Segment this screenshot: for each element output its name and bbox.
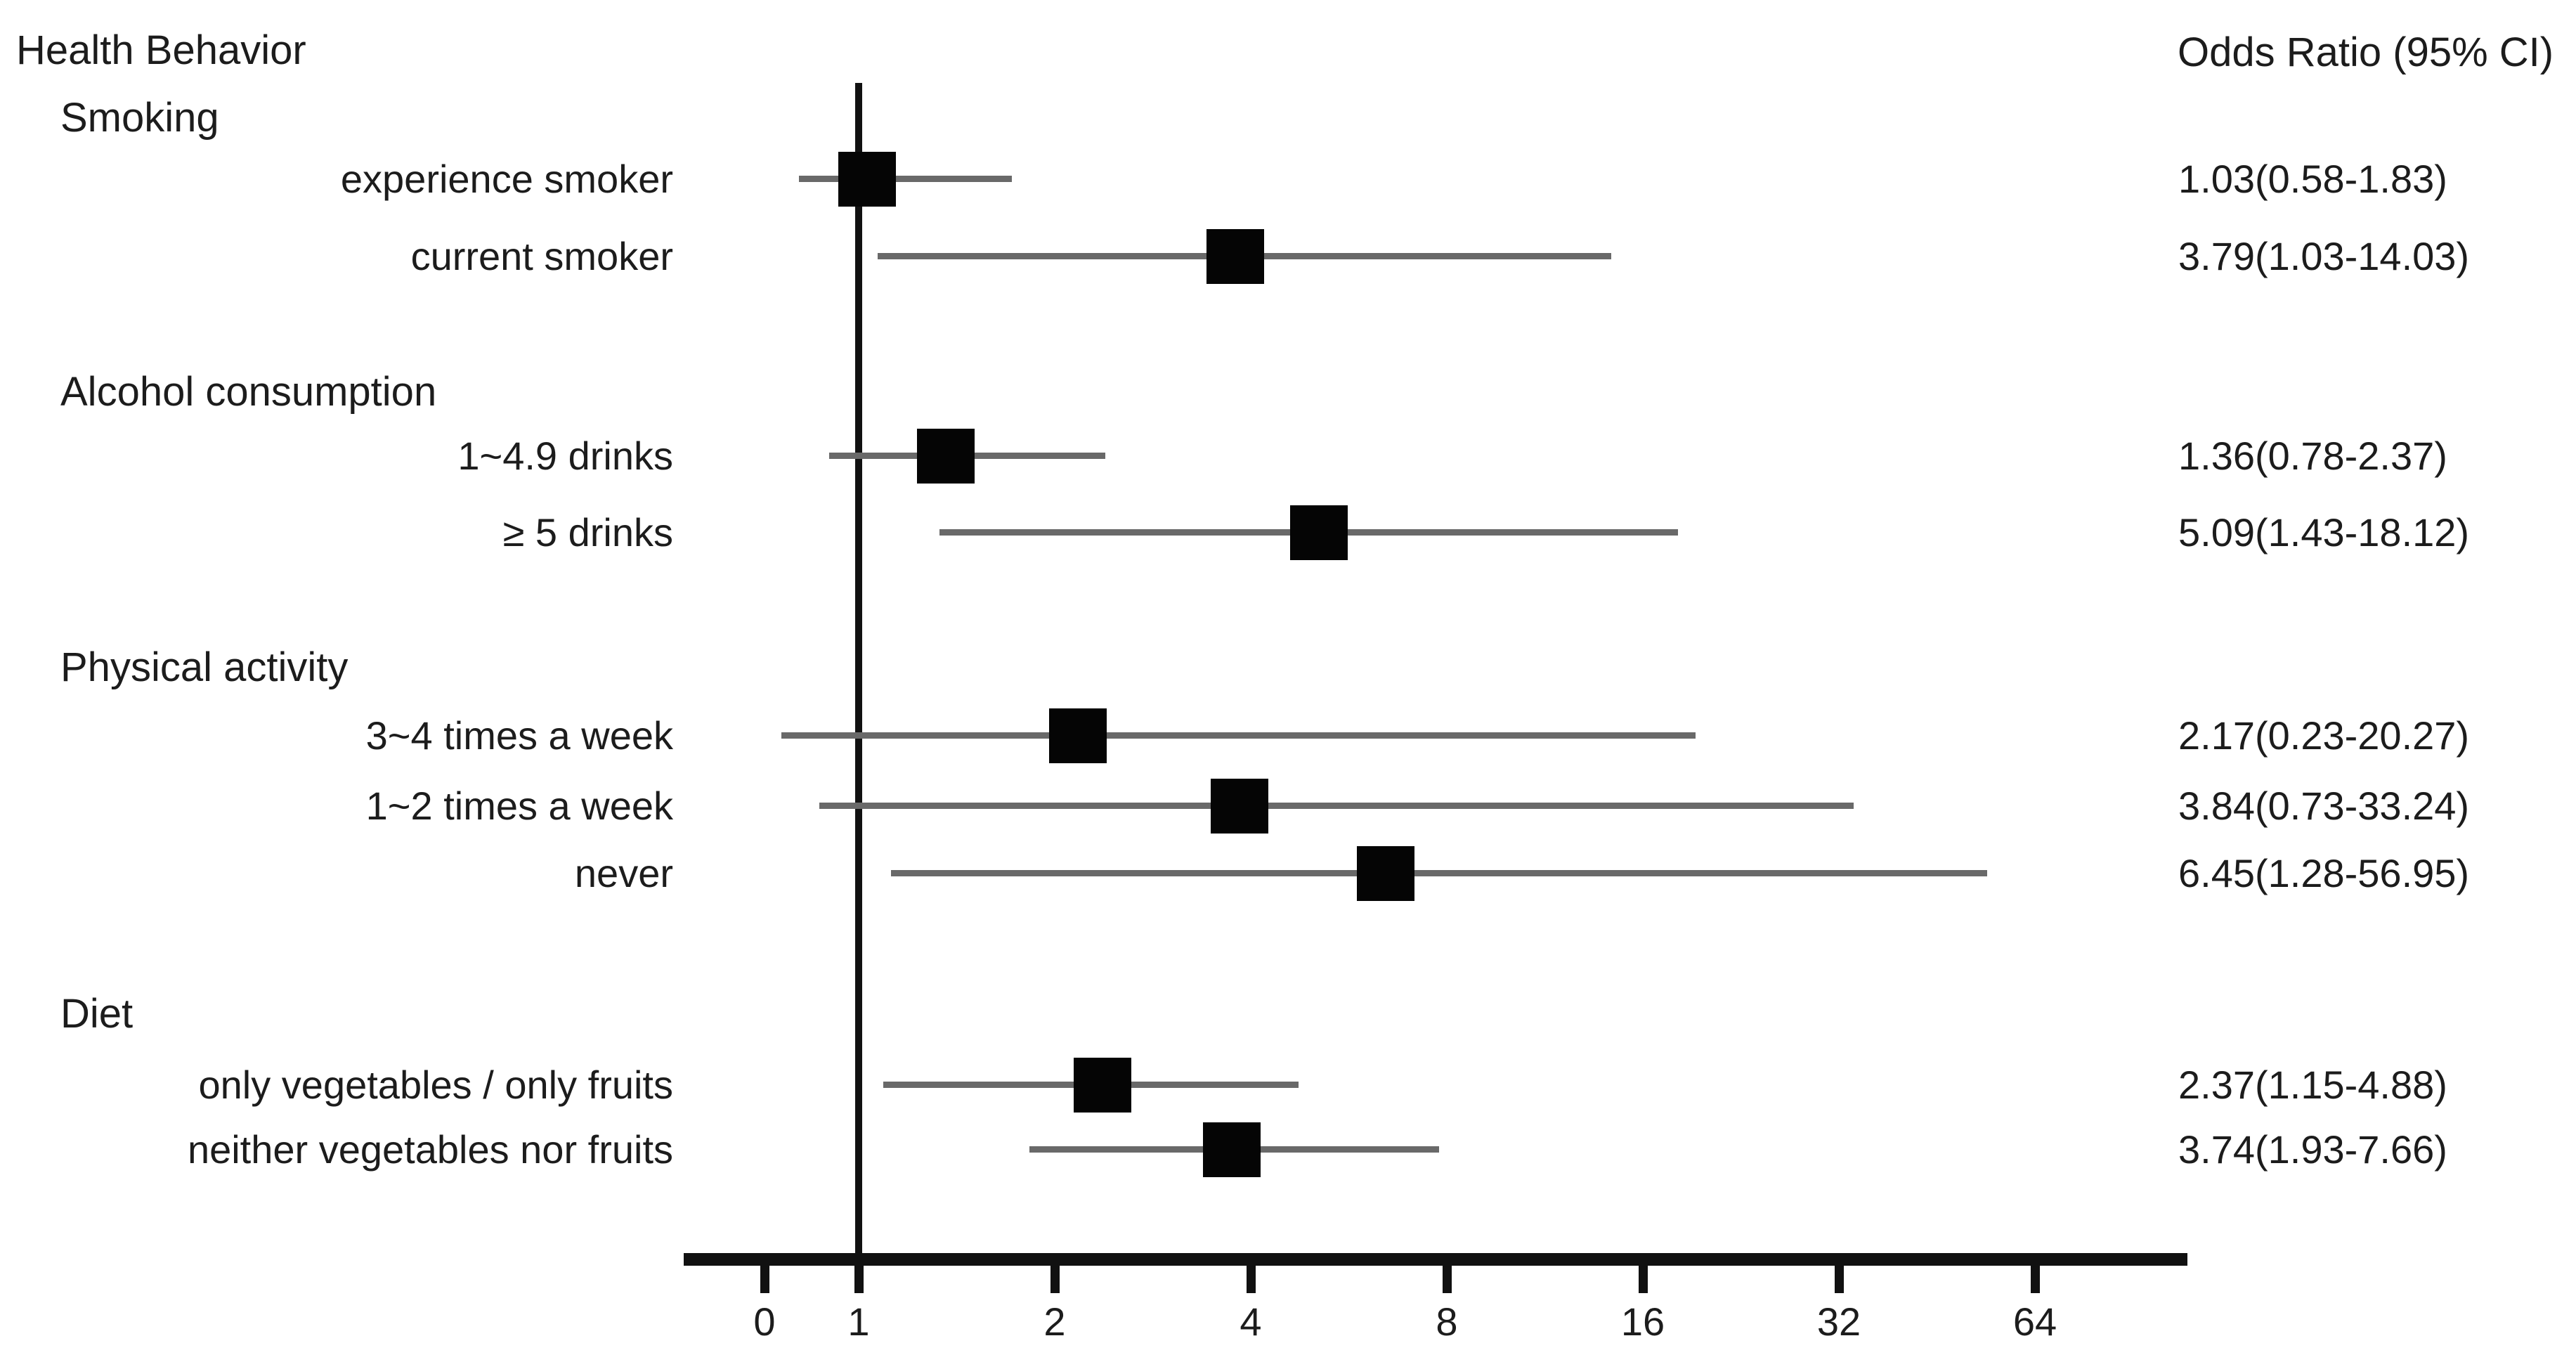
ci-whisker: [781, 732, 1696, 739]
row-label: current smoker: [410, 234, 673, 278]
group-label-smoking: Smoking: [60, 95, 219, 141]
x-axis-tick-mark: [1835, 1266, 1844, 1293]
or-value: 1.03(0.58-1.83): [2178, 157, 2447, 201]
x-axis-tick-label: 64: [2012, 1299, 2057, 1344]
or-marker: [1048, 708, 1107, 763]
x-axis-tick-mark: [760, 1266, 769, 1293]
x-axis-tick-label: 32: [1816, 1299, 1861, 1344]
ci-whisker: [890, 870, 1988, 876]
or-value: 3.79(1.03-14.03): [2178, 234, 2470, 278]
row-label: 1~4.9 drinks: [457, 434, 673, 478]
group-label-alcohol-consumption: Alcohol consumption: [60, 369, 437, 415]
row-label: experience smoker: [340, 157, 673, 201]
x-axis-tick-label: 8: [1436, 1299, 1458, 1344]
or-marker: [1202, 1122, 1261, 1177]
x-axis-tick-label: 2: [1043, 1299, 1066, 1344]
or-marker: [1074, 1058, 1132, 1113]
row-label: never: [574, 851, 673, 895]
or-value: 1.36(0.78-2.37): [2178, 434, 2447, 478]
or-marker: [1210, 779, 1268, 834]
or-marker: [1206, 229, 1265, 284]
x-axis-tick-label: 16: [1620, 1299, 1665, 1344]
group-label-diet: Diet: [60, 991, 134, 1037]
x-axis-tick-label: 0: [753, 1299, 776, 1344]
row-label: neither vegetables nor fruits: [187, 1127, 673, 1172]
x-axis-tick-mark: [1443, 1266, 1452, 1293]
row-label: 3~4 times a week: [365, 713, 673, 758]
odds-ratio-heading: Odds Ratio (95% CI): [2178, 30, 2554, 75]
or-value: 3.74(1.93-7.66): [2178, 1127, 2447, 1172]
x-axis-tick-mark: [1247, 1266, 1256, 1293]
or-marker: [916, 429, 975, 484]
reference-line: [855, 83, 862, 1269]
x-axis-tick-mark: [1639, 1266, 1648, 1293]
x-axis-tick-mark: [854, 1266, 864, 1293]
x-axis-tick-label: 4: [1240, 1299, 1262, 1344]
or-value: 3.84(0.73-33.24): [2178, 784, 2470, 828]
x-axis-tick-mark: [1050, 1266, 1060, 1293]
row-label: 1~2 times a week: [365, 784, 673, 828]
health-behavior-heading: Health Behavior: [16, 27, 306, 73]
or-value: 6.45(1.28-56.95): [2178, 851, 2470, 895]
group-label-physical-activity: Physical activity: [60, 644, 349, 690]
or-value: 5.09(1.43-18.12): [2178, 510, 2470, 554]
x-axis-tick-label: 1: [847, 1299, 870, 1344]
x-axis-line: [684, 1253, 2187, 1266]
or-value: 2.37(1.15-4.88): [2178, 1063, 2447, 1107]
row-label: ≥ 5 drinks: [502, 510, 673, 554]
row-label: only vegetables / only fruits: [198, 1063, 673, 1107]
x-axis-tick-mark: [2031, 1266, 2040, 1293]
or-marker: [1357, 846, 1415, 901]
or-value: 2.17(0.23-20.27): [2178, 713, 2470, 758]
or-marker: [1289, 505, 1348, 560]
ci-whisker: [819, 803, 1854, 809]
ci-whisker: [799, 176, 1013, 182]
or-marker: [838, 152, 896, 207]
